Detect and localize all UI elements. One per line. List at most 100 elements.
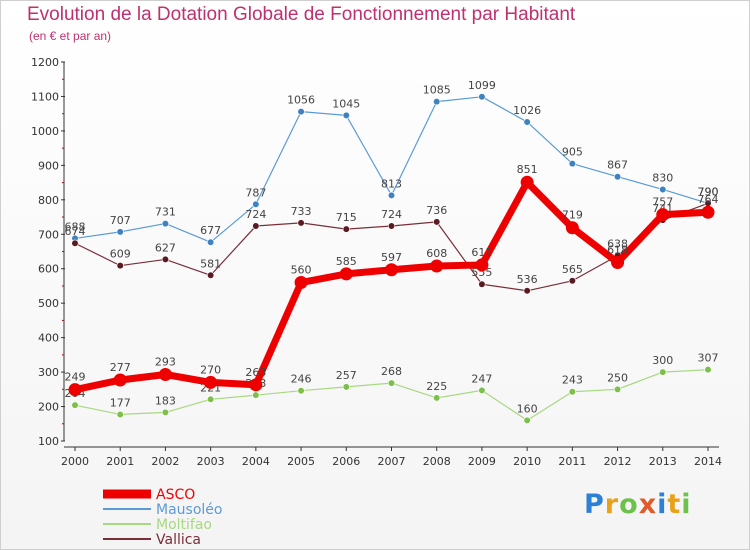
data-label-mausoleo: 790 [698, 185, 719, 198]
data-point-moltifao [116, 410, 124, 419]
data-label-mausoleo: 1045 [332, 97, 360, 110]
data-label-asco: 608 [426, 247, 447, 260]
data-label-vallica: 638 [607, 238, 628, 251]
data-point-asco [113, 373, 127, 387]
data-label-vallica: 724 [245, 208, 266, 221]
y-tick-label: 1000 [31, 125, 59, 138]
data-label-vallica: 627 [155, 241, 176, 254]
data-label-mausoleo: 688 [65, 220, 86, 233]
data-label-asco: 764 [698, 193, 719, 206]
data-label-asco: 270 [200, 363, 221, 376]
x-tick-label: 2006 [332, 455, 360, 468]
data-point-asco [385, 263, 398, 277]
data-point-mausoleo [297, 108, 305, 116]
x-tick-label: 2004 [242, 455, 270, 468]
y-tick-label: 800 [38, 194, 59, 207]
data-point-vallica [116, 262, 124, 270]
data-label-asco: 611 [471, 246, 492, 259]
data-point-moltifao [297, 387, 305, 395]
data-label-moltifao: 300 [652, 354, 673, 367]
data-label-vallica: 715 [336, 211, 357, 224]
data-label-mausoleo: 1026 [513, 104, 541, 117]
data-point-moltifao [568, 388, 576, 396]
data-point-mausoleo [207, 238, 215, 246]
x-tick-label: 2012 [604, 455, 632, 468]
data-label-moltifao: 257 [336, 369, 357, 382]
chart-subtitle: (en € et par an) [29, 29, 112, 43]
data-label-vallica: 790 [698, 185, 719, 198]
data-label-vallica: 733 [291, 205, 312, 218]
data-point-vallica [478, 280, 486, 288]
data-point-vallica [387, 222, 396, 230]
data-label-asco: 249 [65, 371, 86, 384]
x-tick-label: 2010 [513, 455, 541, 468]
data-label-asco: 597 [381, 251, 402, 264]
data-label-mausoleo: 787 [245, 186, 266, 199]
proxiti-logo: Proxiti [584, 489, 692, 520]
data-point-mausoleo [568, 160, 576, 168]
data-point-vallica [342, 225, 350, 233]
data-point-mausoleo [252, 200, 260, 208]
data-label-vallica: 581 [200, 257, 221, 270]
data-point-moltifao [252, 391, 260, 399]
y-tick-label: 300 [38, 366, 59, 379]
data-label-moltifao: 246 [291, 373, 312, 386]
data-label-asco: 585 [336, 255, 357, 268]
x-tick-label: 2002 [151, 455, 179, 468]
data-label-asco: 277 [110, 361, 131, 374]
y-tick-label: 700 [38, 228, 59, 241]
data-point-moltifao [207, 395, 215, 403]
data-label-asco: 719 [562, 209, 583, 222]
data-point-moltifao [704, 366, 712, 374]
legend-label-moltifao: Moltifao [156, 517, 212, 533]
x-tick-label: 2007 [378, 455, 406, 468]
data-point-vallica [252, 222, 260, 230]
data-label-asco: 263 [245, 366, 266, 379]
data-label-mausoleo: 677 [200, 224, 221, 237]
data-label-vallica: 674 [65, 225, 86, 238]
data-point-moltifao [71, 401, 79, 409]
x-tick-label: 2008 [423, 455, 451, 468]
data-label-vallica: 565 [562, 263, 583, 276]
data-point-vallica [161, 255, 170, 264]
data-label-vallica: 609 [110, 248, 131, 261]
data-label-mausoleo: 707 [110, 214, 131, 227]
data-point-asco [430, 259, 444, 273]
data-point-asco [294, 276, 308, 290]
x-tick-label: 2011 [558, 455, 586, 468]
data-point-moltifao [659, 368, 667, 376]
data-point-vallica [433, 218, 441, 226]
data-label-asco: 851 [517, 163, 538, 176]
data-point-moltifao [161, 408, 170, 417]
x-tick-label: 2014 [694, 455, 722, 468]
data-point-mausoleo [161, 219, 170, 228]
data-point-asco [656, 208, 670, 222]
data-point-asco [701, 205, 715, 219]
data-point-moltifao [478, 386, 486, 394]
x-tick-label: 2003 [197, 455, 225, 468]
data-label-moltifao: 250 [607, 371, 628, 384]
data-point-asco [475, 258, 489, 272]
data-point-moltifao [613, 385, 622, 393]
data-point-mausoleo [387, 191, 396, 199]
chart-title: Evolution de la Dotation Globale de Fonc… [27, 4, 576, 25]
data-point-moltifao [523, 416, 531, 424]
x-tick-label: 2000 [61, 455, 89, 468]
data-label-mausoleo: 1056 [287, 94, 315, 107]
data-point-vallica [523, 287, 531, 295]
data-label-asco: 560 [291, 264, 312, 277]
data-label-vallica: 555 [471, 266, 492, 279]
data-label-mausoleo: 1085 [423, 84, 451, 97]
data-label-mausoleo: 1099 [468, 79, 496, 92]
data-label-moltifao: 243 [562, 374, 583, 387]
legend-label-mausoleo: Mausoléo [156, 502, 222, 518]
legend-label-vallica: Vallica [156, 532, 201, 548]
y-tick-label: 1200 [31, 56, 59, 69]
data-label-mausoleo: 867 [607, 159, 628, 172]
data-point-asco [204, 375, 218, 389]
data-point-moltifao [342, 383, 350, 391]
data-point-asco [339, 267, 353, 281]
data-point-mausoleo [342, 111, 350, 120]
